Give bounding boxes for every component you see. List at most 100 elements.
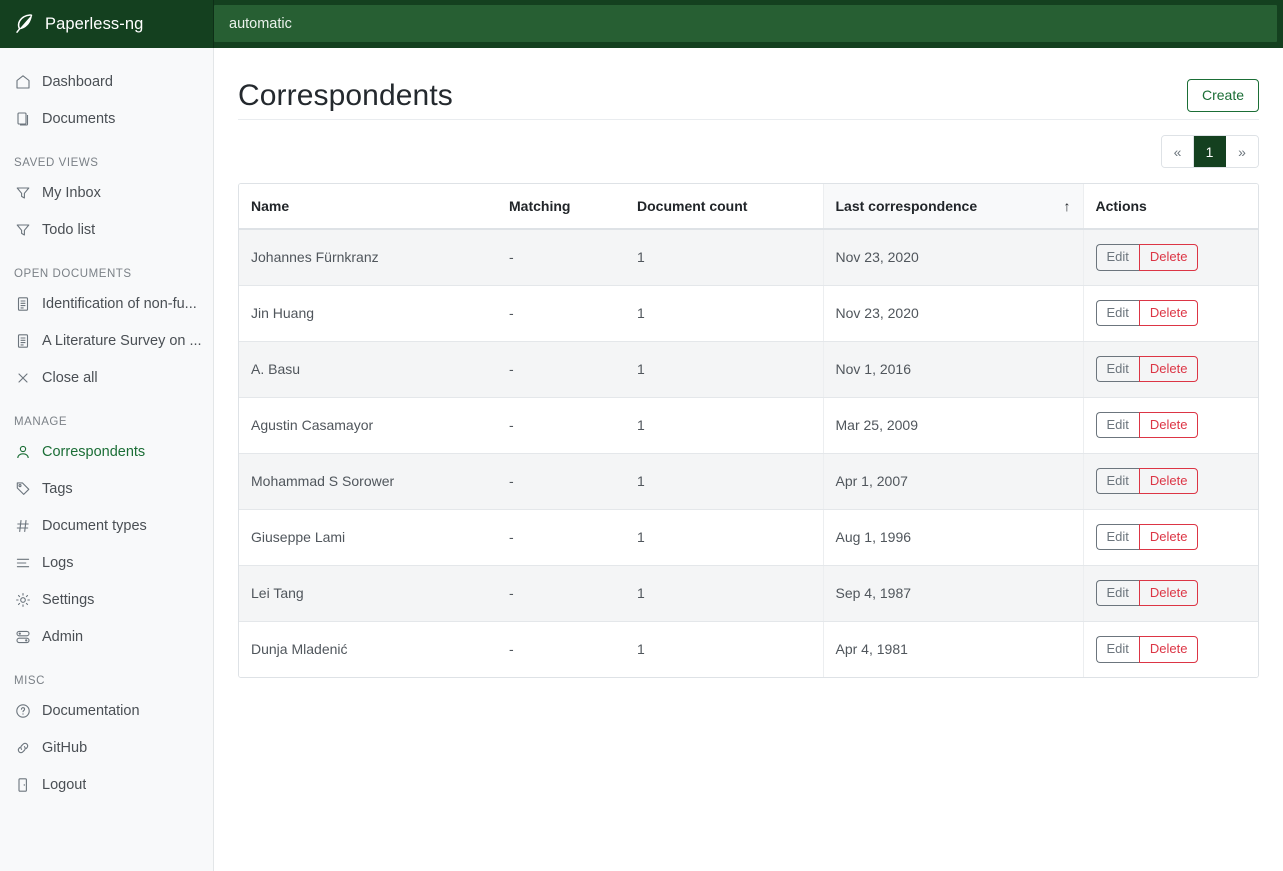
sidebar-section-manage: MANAGE	[14, 416, 68, 428]
cell-document-count: 1	[625, 229, 823, 286]
edit-button[interactable]: Edit	[1095, 243, 1139, 271]
sidebar-item-open-document-2[interactable]: A Literature Survey on ...	[0, 322, 213, 359]
file-copy-icon	[14, 110, 31, 127]
row-action-group: Edit Delete	[1095, 579, 1199, 607]
door-exit-icon	[14, 776, 31, 793]
table-row: Dunja Mladenić - 1 Apr 4, 1981 Edit Delete	[239, 621, 1258, 677]
hash-icon	[14, 517, 31, 534]
cell-name: A. Basu	[239, 341, 497, 398]
column-header-actions: Actions	[1083, 184, 1258, 230]
sidebar-item-label: Tags	[42, 480, 73, 497]
gear-icon	[14, 591, 31, 608]
delete-button[interactable]: Delete	[1138, 579, 1199, 607]
correspondents-table: Name Matching Document count Last corres…	[239, 184, 1258, 677]
sidebar-item-todo-list[interactable]: Todo list	[0, 211, 213, 248]
sidebar-item-label: Todo list	[42, 221, 96, 238]
sidebar-item-tags[interactable]: Tags	[0, 470, 213, 507]
brand[interactable]: Paperless-ng	[0, 0, 214, 48]
cell-name: Mohammad S Sorower	[239, 453, 497, 510]
brand-name: Paperless-ng	[45, 14, 144, 33]
pagination-next[interactable]: »	[1226, 136, 1258, 167]
sidebar-item-label: Logout	[42, 776, 87, 793]
table-body: Johannes Fürnkranz -1 Nov 23, 2020 Edit Dele…	[239, 229, 1258, 677]
global-search-container	[214, 0, 1283, 48]
document-text-icon	[14, 332, 31, 349]
table-row: Giuseppe Lami -1 Aug 1, 1996 Edit Delete	[239, 509, 1258, 566]
tag-icon	[14, 480, 31, 497]
cell-actions: Edit Delete	[1083, 341, 1258, 398]
sidebar-item-logout[interactable]: Logout	[0, 766, 213, 803]
toggles-icon	[14, 628, 31, 645]
sidebar-section-open-documents: OPEN DOCUMENTS	[14, 268, 132, 280]
delete-button[interactable]: Delete	[1138, 635, 1199, 663]
home-icon	[14, 73, 31, 90]
sidebar-item-dashboard[interactable]: Dashboard	[0, 63, 213, 100]
cell-document-count: 1	[625, 509, 823, 566]
cell-actions: Edit Delete	[1083, 509, 1258, 566]
delete-button[interactable]: Delete	[1138, 411, 1199, 439]
sidebar-item-logs[interactable]: Logs	[0, 544, 213, 581]
pagination-page-1[interactable]: 1	[1194, 136, 1226, 167]
delete-button[interactable]: Delete	[1138, 523, 1199, 551]
table-row: Mohammad S Sorower -1 Apr 1, 2007 Edit Delet…	[239, 453, 1258, 510]
column-header-document-count[interactable]: Document count	[625, 184, 823, 230]
global-search-input[interactable]	[214, 5, 1277, 42]
sidebar-item-admin[interactable]: Admin	[0, 618, 213, 655]
row-action-group: Edit Delete	[1095, 299, 1199, 327]
sidebar-item-my-inbox[interactable]: My Inbox	[0, 174, 213, 211]
cell-matching: -	[497, 509, 625, 566]
page-header: Correspondents Create	[214, 48, 1283, 119]
sidebar-item-documents[interactable]: Documents	[0, 100, 213, 137]
sidebar-item-document-types[interactable]: Document types	[0, 507, 213, 544]
edit-button[interactable]: Edit	[1095, 579, 1139, 607]
column-header-matching[interactable]: Matching	[497, 184, 625, 230]
sidebar-item-label: Correspondents	[42, 443, 146, 460]
cell-actions: Edit Delete	[1083, 229, 1258, 286]
sidebar-item-settings[interactable]: Settings	[0, 581, 213, 618]
row-action-group: Edit Delete	[1095, 635, 1199, 663]
sidebar-item-label: Close all	[42, 369, 98, 386]
header-divider	[238, 119, 1259, 120]
main-content: Correspondents Create « 1 » Name Matchin…	[214, 48, 1283, 871]
table-head: Name Matching Document count Last corres…	[239, 184, 1258, 230]
cell-matching: -	[497, 453, 625, 510]
column-header-last-correspondence[interactable]: Last correspondence ↑	[822, 184, 1084, 230]
correspondents-table-container: Name Matching Document count Last corres…	[238, 183, 1259, 678]
edit-button[interactable]: Edit	[1095, 467, 1139, 495]
document-text-icon	[14, 295, 31, 312]
cell-last-correspondence: Sep 4, 1987	[822, 565, 1084, 622]
edit-button[interactable]: Edit	[1095, 355, 1139, 383]
cell-document-count: 1	[625, 341, 823, 398]
cell-actions: Edit Delete	[1083, 565, 1258, 622]
edit-button[interactable]: Edit	[1095, 523, 1139, 551]
edit-button[interactable]: Edit	[1095, 411, 1139, 439]
sidebar-item-correspondents[interactable]: Correspondents	[0, 433, 213, 470]
sidebar-item-close-all[interactable]: Close all	[0, 359, 213, 396]
pagination-prev[interactable]: «	[1162, 136, 1194, 167]
sidebar: Dashboard Documents SAVED VIEWS My Inbox…	[0, 48, 214, 871]
sidebar-item-documentation[interactable]: Documentation	[0, 692, 213, 729]
delete-button[interactable]: Delete	[1138, 355, 1199, 383]
cell-matching: -	[497, 397, 625, 454]
sidebar-item-github[interactable]: GitHub	[0, 729, 213, 766]
table-row: Jin Huang -1 Nov 23, 2020 Edit Delete	[239, 285, 1258, 342]
delete-button[interactable]: Delete	[1138, 299, 1199, 327]
row-action-group: Edit Delete	[1095, 523, 1199, 551]
edit-button[interactable]: Edit	[1095, 299, 1139, 327]
cell-document-count: 1	[637, 641, 645, 658]
pagination-row: « 1 »	[214, 120, 1283, 168]
column-header-name[interactable]: Name	[239, 184, 497, 230]
question-circle-icon	[14, 702, 31, 719]
cell-actions: Edit Delete	[1083, 621, 1258, 677]
cell-name: Lei Tang	[239, 565, 497, 622]
sidebar-item-open-document-1[interactable]: Identification of non-fu...	[0, 285, 213, 322]
sidebar-item-label: Documentation	[42, 702, 140, 719]
edit-button[interactable]: Edit	[1095, 635, 1139, 663]
cell-last-correspondence: Nov 1, 2016	[822, 341, 1084, 398]
person-icon	[14, 443, 31, 460]
sidebar-item-label: Document types	[42, 517, 147, 534]
link-icon	[14, 739, 31, 756]
create-button[interactable]: Create	[1186, 79, 1259, 112]
delete-button[interactable]: Delete	[1138, 243, 1199, 271]
delete-button[interactable]: Delete	[1138, 467, 1199, 495]
